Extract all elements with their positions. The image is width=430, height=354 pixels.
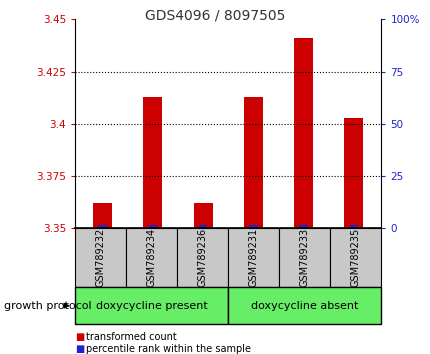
Bar (349, 225, 357, 228)
Text: growth protocol: growth protocol (4, 301, 92, 311)
Text: ■: ■ (75, 332, 84, 342)
Bar (93, 203, 112, 228)
Text: doxycycline present: doxycycline present (95, 301, 207, 311)
Bar (293, 38, 312, 228)
Text: doxycycline absent: doxycycline absent (251, 301, 358, 311)
Bar (148, 225, 157, 228)
Text: GSM789231: GSM789231 (248, 228, 258, 287)
Bar (243, 97, 262, 228)
Text: percentile rank within the sample: percentile rank within the sample (86, 344, 251, 354)
Text: transformed count: transformed count (86, 332, 177, 342)
Bar (143, 97, 162, 228)
Bar (249, 225, 257, 228)
Text: GSM789235: GSM789235 (350, 228, 360, 287)
Bar (198, 225, 207, 228)
Text: GSM789232: GSM789232 (95, 228, 105, 287)
Text: GSM789233: GSM789233 (299, 228, 309, 287)
Text: GDS4096 / 8097505: GDS4096 / 8097505 (145, 9, 285, 23)
Bar (98, 225, 107, 228)
Bar (193, 203, 212, 228)
Text: ■: ■ (75, 344, 84, 354)
Text: GSM789236: GSM789236 (197, 228, 207, 287)
Text: GSM789234: GSM789234 (146, 228, 156, 287)
Bar (298, 225, 307, 228)
Bar (344, 118, 362, 228)
